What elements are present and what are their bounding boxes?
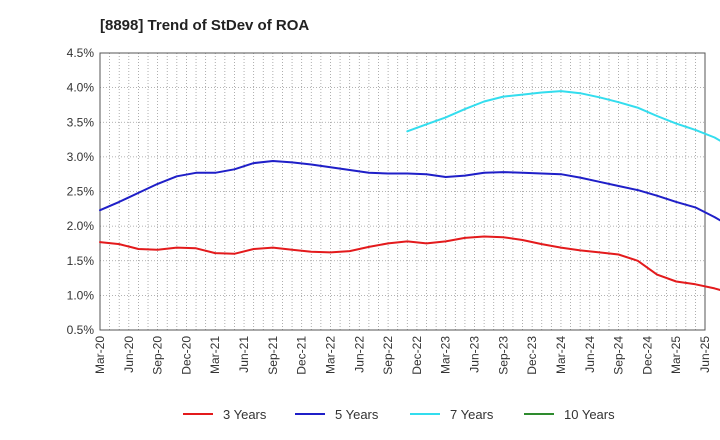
x-tick-label: Mar-20 — [93, 336, 107, 374]
series-line-7-years — [406, 90, 720, 142]
x-tick-label: Jun-25 — [698, 336, 712, 373]
x-tick-label: Sep-24 — [612, 336, 626, 375]
x-tick-label: Jun-22 — [352, 336, 366, 373]
x-tick-label: Jun-24 — [583, 336, 597, 373]
x-tick-label: Mar-25 — [669, 336, 683, 374]
plot-area: 0.5% 1.0% 1.5% 2.0% 2.5% 3.0% 3.5% 4.0% 4.5% Mar-… — [67, 46, 720, 375]
x-tick-label: Mar-23 — [439, 336, 453, 374]
y-tick-label: 2.5% — [67, 185, 95, 199]
legend-label-5-years: 5 Years — [335, 407, 379, 422]
x-tick-label: Sep-22 — [381, 336, 395, 375]
y-tick-label: 2.0% — [67, 219, 95, 233]
x-tick-label: Dec-24 — [640, 336, 654, 375]
legend: 3 Years 5 Years 7 Years 10 Years — [183, 407, 615, 422]
x-tick-label: Jun-20 — [122, 336, 136, 373]
plot-frame — [99, 52, 706, 331]
x-tick-label: Mar-21 — [208, 336, 222, 374]
y-tick-label: 4.0% — [67, 81, 95, 95]
x-tick-label: Sep-21 — [266, 336, 280, 375]
x-tick-label: Jun-23 — [468, 336, 482, 373]
series-line-5-years — [99, 160, 720, 222]
y-tick-label: 4.5% — [67, 46, 95, 60]
x-tick-label: Mar-22 — [323, 336, 337, 374]
x-tick-label: Dec-23 — [525, 336, 539, 375]
y-tick-label: 3.0% — [67, 150, 95, 164]
x-tick-label: Dec-22 — [410, 336, 424, 375]
y-tick-label: 3.5% — [67, 115, 95, 129]
legend-label-7-years: 7 Years — [450, 407, 494, 422]
x-tick-label: Dec-21 — [295, 336, 309, 375]
x-tick-label: Dec-20 — [179, 336, 193, 375]
x-tick-label: Mar-24 — [554, 336, 568, 374]
x-tick-label: Jun-21 — [237, 336, 251, 373]
chart-title: [8898] Trend of StDev of ROA — [100, 17, 309, 34]
y-tick-label: 1.5% — [67, 254, 95, 268]
x-tick-label: Sep-23 — [496, 336, 510, 375]
y-tick-label: 0.5% — [67, 323, 95, 337]
y-tick-label: 1.0% — [67, 288, 95, 302]
series-line-3-years — [99, 235, 720, 292]
legend-label-3-years: 3 Years — [223, 407, 267, 422]
legend-label-10-years: 10 Years — [564, 407, 615, 422]
x-tick-label: Sep-20 — [151, 336, 165, 375]
